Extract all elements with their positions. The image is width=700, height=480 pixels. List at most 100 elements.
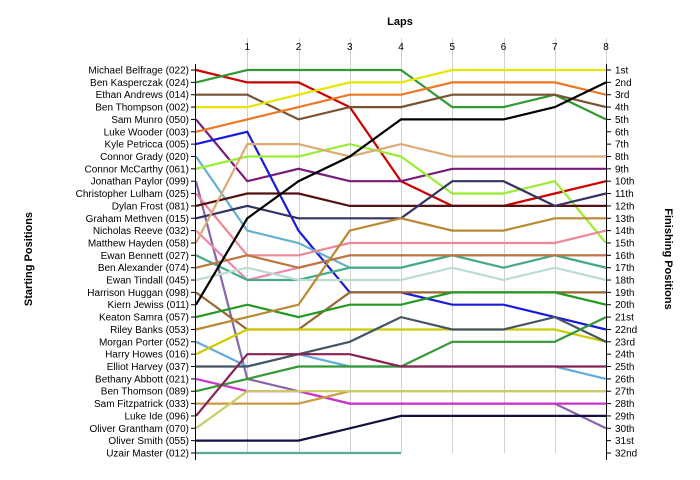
- start-label: Ben Alexander (074): [98, 263, 189, 274]
- finish-label: 26th: [615, 374, 634, 385]
- start-label: Oliver Grantham (070): [90, 424, 189, 435]
- finish-label: 14th: [615, 226, 634, 237]
- start-label: Riley Banks (053): [110, 325, 189, 336]
- finish-label: 17th: [615, 263, 634, 274]
- finish-label: 25th: [615, 362, 634, 373]
- series-line: [195, 390, 606, 430]
- finish-label: 30th: [615, 424, 634, 435]
- start-label: Christopher Lulham (025): [76, 189, 189, 200]
- finish-label: 8th: [615, 152, 629, 163]
- start-label: Ben Kasperczak (024): [90, 78, 189, 89]
- x-tick-label: 4: [398, 42, 404, 53]
- finish-label: 11th: [615, 189, 634, 200]
- finish-label: 3rd: [615, 90, 629, 101]
- start-label: Sam Fitzpatrick (033): [94, 399, 189, 410]
- series-line: [195, 68, 607, 121]
- x-tick-label: 7: [552, 42, 558, 53]
- start-label: Morgan Porter (052): [99, 337, 189, 348]
- series-line: [196, 68, 606, 109]
- x-tick-label: 3: [347, 42, 353, 53]
- series-line: [195, 192, 606, 207]
- series-line: [196, 414, 606, 442]
- series-line: [195, 328, 607, 356]
- chart-title: Laps: [387, 16, 413, 28]
- finish-label: 5th: [615, 115, 629, 126]
- series-line: [195, 81, 607, 133]
- finish-label: 28th: [615, 399, 634, 410]
- finish-label: 1st: [615, 66, 629, 77]
- start-label: Graham Methven (015): [86, 214, 189, 225]
- start-label: Dylan Frost (081): [112, 201, 189, 212]
- finish-label: 18th: [615, 276, 634, 287]
- finish-label: 19th: [615, 288, 634, 299]
- start-label: Ewan Bennett (027): [101, 251, 189, 262]
- x-tick-label: 8: [603, 42, 609, 53]
- start-label: Oliver Smith (055): [108, 436, 189, 447]
- finish-label: 21st: [615, 313, 634, 324]
- finish-label: 9th: [615, 164, 629, 175]
- start-label: Kiern Jewiss (011): [107, 300, 189, 311]
- finish-label: 4th: [615, 103, 629, 114]
- x-tick-labels: 1 2 3 4 5 6 7 8: [244, 42, 609, 53]
- finish-label: 32nd: [615, 449, 637, 460]
- start-label: Uzair Master (012): [106, 449, 189, 460]
- series-line: [195, 254, 606, 269]
- finish-label: 27th: [615, 387, 634, 398]
- x-tick-label: 5: [449, 42, 455, 53]
- series-line: [195, 254, 607, 282]
- start-label: Elliot Harvey (037): [107, 362, 189, 373]
- start-label: Keaton Samra (057): [99, 313, 189, 324]
- start-label: Ethan Andrews (014): [96, 90, 189, 101]
- start-label: Sam Munro (050): [111, 115, 189, 126]
- start-label: Nicholas Reeve (032): [93, 226, 189, 237]
- start-labels: Michael Belfrage (022)Ben Kasperczak (02…: [76, 66, 189, 460]
- series-line: [195, 291, 607, 319]
- finish-label: 31st: [615, 436, 634, 447]
- series-line: [195, 266, 607, 282]
- finish-label: 2nd: [615, 78, 632, 89]
- series-line: [195, 142, 607, 244]
- start-label: Luke Wooder (003): [104, 127, 189, 138]
- series-line: [195, 192, 607, 257]
- series-line: [195, 118, 606, 183]
- finish-label: 15th: [615, 238, 634, 249]
- series-line: [195, 81, 607, 306]
- start-label: Ewan Tindall (045): [106, 276, 189, 287]
- series-lines: [194, 68, 607, 455]
- start-label: Harrison Huggan (098): [87, 288, 189, 299]
- finish-label: 20th: [615, 300, 634, 311]
- start-label: Connor McCarthy (061): [85, 164, 189, 175]
- series-line: [195, 142, 606, 244]
- start-label: Kyle Petricca (005): [105, 140, 189, 151]
- start-label: Connor Grady (020): [100, 152, 189, 163]
- finish-label: 10th: [615, 177, 634, 188]
- start-label: Jonathan Paylor (099): [91, 177, 189, 188]
- y-axis-label-right: Finishing Positions: [662, 208, 674, 309]
- finish-label: 7th: [615, 140, 629, 151]
- start-label: Ben Thomson (089): [101, 387, 189, 398]
- start-label: Harry Howes (016): [105, 350, 189, 361]
- finish-label: 29th: [615, 411, 634, 422]
- start-label: Luke Ide (096): [125, 411, 190, 422]
- finish-label: 24th: [615, 350, 634, 361]
- finish-label: 6th: [615, 127, 629, 138]
- start-label: Michael Belfrage (022): [88, 66, 189, 77]
- x-tick-label: 6: [501, 42, 507, 53]
- x-tick-label: 2: [296, 42, 302, 53]
- x-tick-label: 1: [244, 42, 250, 53]
- finish-label: 13th: [615, 214, 634, 225]
- finish-label: 12th: [615, 201, 634, 212]
- start-label: Matthew Hayden (058): [88, 238, 189, 249]
- axes: [191, 64, 611, 460]
- y-axis-label-left: Starting Positions: [23, 212, 35, 306]
- finish-label: 22nd: [615, 325, 637, 336]
- series-line: [195, 353, 606, 417]
- series-line: [195, 217, 606, 331]
- start-label: Ben Thompson (002): [95, 103, 189, 114]
- start-label: Bethany Abbott (021): [95, 374, 189, 385]
- finish-label: 23rd: [615, 337, 635, 348]
- series-line: [196, 315, 607, 368]
- finish-label: 16th: [615, 251, 634, 262]
